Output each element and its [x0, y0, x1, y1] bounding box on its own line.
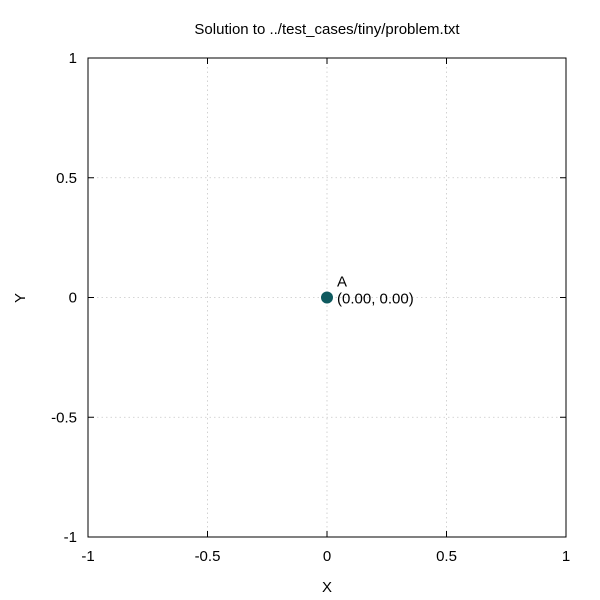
y-tick-labels: -1 -0.5 0 0.5 1	[51, 50, 77, 546]
y-tick-label: 0.5	[56, 170, 77, 187]
x-tick-label: 0.5	[436, 548, 457, 565]
y-tick-label: -0.5	[51, 409, 77, 426]
data-points: A(0.00, 0.00)	[321, 274, 414, 308]
data-point	[321, 291, 333, 304]
axis-ticks	[87, 57, 567, 538]
x-tick-label: -1	[81, 548, 94, 565]
x-axis-label: X	[322, 579, 332, 596]
y-tick-label: 0	[69, 290, 77, 307]
x-tick-label: 1	[562, 548, 570, 565]
x-tick-labels: -1 -0.5 0 0.5 1	[81, 548, 570, 565]
chart-title: Solution to ../test_cases/tiny/problem.t…	[194, 21, 460, 38]
x-tick-label: -0.5	[195, 548, 221, 565]
point-name-label: A	[337, 274, 347, 291]
x-tick-label: 0	[323, 548, 331, 565]
y-tick-label: -1	[64, 529, 77, 546]
y-axis-label: Y	[12, 293, 29, 303]
point-coordinate-label: (0.00, 0.00)	[337, 291, 414, 308]
y-tick-label: 1	[69, 50, 77, 67]
